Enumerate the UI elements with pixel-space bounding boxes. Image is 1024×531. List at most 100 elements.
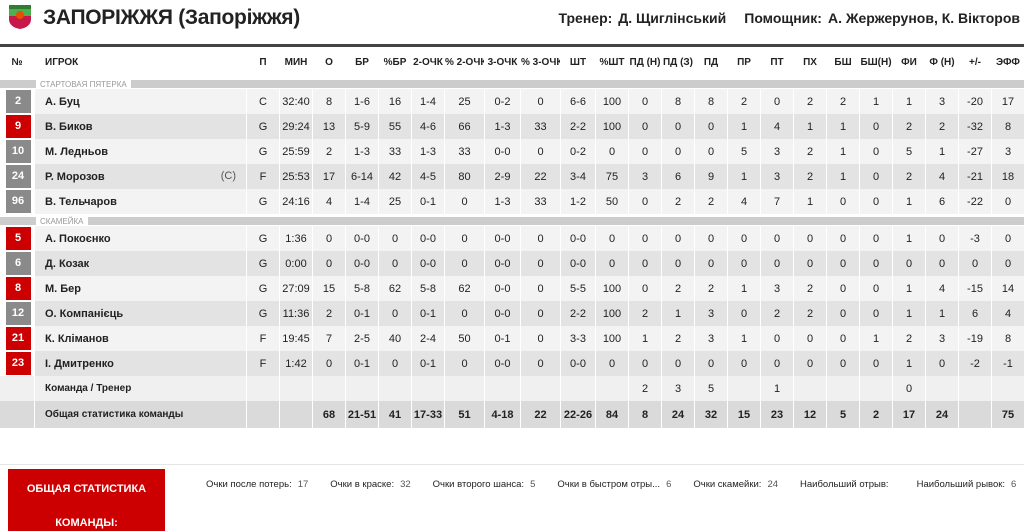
column-header[interactable]: +/- <box>959 47 992 77</box>
stat-cell: 24 <box>662 401 695 428</box>
player-row[interactable]: 21 К. Кліманов F 19:45 7 2-5 40 2-4 50 0-1 0 3-3 100… <box>0 326 1024 351</box>
stat-cell: 4 <box>992 301 1024 326</box>
jersey-number-badge: 8 <box>5 277 31 300</box>
stat-cell <box>561 376 596 401</box>
column-header[interactable]: % 3-ОЧК <box>521 47 561 77</box>
player-row[interactable]: 10 М. Ледньов G 25:59 2 1-3 33 1-3 33 0-0 0 0-2 0 0 0 0… <box>0 139 1024 164</box>
stat-cell: 0 <box>596 251 629 276</box>
stat-cell: 2 <box>893 114 926 139</box>
player-name-link[interactable]: М. Ледньов <box>45 145 108 158</box>
stat-cell: 2 <box>860 401 893 428</box>
column-header[interactable]: ПД (Н) <box>629 47 662 77</box>
stat-cell: 0-1 <box>485 326 521 351</box>
stat-cell: 0 <box>379 251 412 276</box>
player-name-link[interactable]: М. Бер <box>45 282 82 295</box>
stat-cell: 8 <box>992 114 1024 139</box>
column-header[interactable]: ПД <box>695 47 728 77</box>
player-row[interactable]: 5 А. Покоєнко G 1:36 0 0-0 0 0-0 0 0-0 0 0-0 0 0 0 0 0 0 0… <box>0 226 1024 251</box>
stat-cell: -1 <box>992 351 1024 376</box>
column-header[interactable]: %БР <box>379 47 412 77</box>
summary-stat-label: Очки в быстром отры... <box>557 479 661 490</box>
stat-cell: 1-3 <box>346 139 379 164</box>
box-score-table: № ИГРОК П МИН О БР %БР 2-ОЧК% 2-ОЧК 3-ОЧК% 3-ОЧК… <box>0 44 1024 428</box>
column-header[interactable]: 3-ОЧК <box>485 47 521 77</box>
player-row[interactable]: 23 І. Дмитренко F 1:42 0 0-1 0 0-1 0 0-0 0 0-0 0 0 0 0 0… <box>0 351 1024 376</box>
stat-cell <box>521 376 561 401</box>
stat-cell: 2 <box>893 164 926 189</box>
player-name-link[interactable]: Р. Морозов <box>45 170 105 183</box>
column-header[interactable]: БШ <box>827 47 860 77</box>
row-label: Команда / Тренер <box>35 376 247 401</box>
player-name-link[interactable]: Д. Козак <box>45 257 90 270</box>
stat-cell: -22 <box>959 189 992 214</box>
stat-cell: 1 <box>794 189 827 214</box>
stat-cell: 100 <box>596 89 629 114</box>
column-header[interactable]: МИН <box>280 47 313 77</box>
stat-cell: 0-0 <box>346 226 379 251</box>
column-header[interactable]: ШТ <box>561 47 596 77</box>
player-row[interactable]: 12 О. Компанієць G 11:36 2 0-1 0 0-1 0 0-0 0 2-2 100… <box>0 301 1024 326</box>
stat-cell: 8 <box>992 326 1024 351</box>
stat-cell: 25:53 <box>280 164 313 189</box>
column-header[interactable]: 2-ОЧК <box>412 47 445 77</box>
column-header[interactable]: ПД (З) <box>662 47 695 77</box>
stat-cell <box>728 376 761 401</box>
column-header[interactable]: О <box>313 47 346 77</box>
summary-stat-value: 6 <box>666 479 672 490</box>
stat-cell <box>280 401 313 428</box>
player-name-link[interactable]: К. Кліманов <box>45 332 109 345</box>
column-header[interactable]: ПХ <box>794 47 827 77</box>
stat-cell: G <box>247 301 280 326</box>
player-row[interactable]: 96 В. Тельчаров G 24:16 4 1-4 25 0-1 0 1-3 33 1-2 50… <box>0 189 1024 214</box>
column-header[interactable]: ИГРОК <box>35 47 247 77</box>
stat-cell: 5 <box>728 139 761 164</box>
player-name-link[interactable]: В. Биков <box>45 120 93 133</box>
stat-cell: 0 <box>521 251 561 276</box>
column-header[interactable]: ПР <box>728 47 761 77</box>
player-row[interactable]: 24 Р. Морозов (C) F 25:53 17 6-14 42 4-5 80 2-9 22 3… <box>0 164 1024 189</box>
stat-cell: 13 <box>313 114 346 139</box>
column-header[interactable]: ПТ <box>761 47 794 77</box>
column-header[interactable]: № <box>0 47 35 77</box>
column-header[interactable]: БР <box>346 47 379 77</box>
column-header[interactable]: % 2-ОЧК <box>445 47 485 77</box>
column-header[interactable]: ЭФФ <box>992 47 1024 77</box>
stat-cell: 9 <box>695 164 728 189</box>
player-row[interactable]: 2 А. Буц C 32:40 8 1-6 16 1-4 25 0-2 0 6-6 100 0 8 8 2 0 2… <box>0 89 1024 114</box>
player-name-link[interactable]: А. Покоєнко <box>45 232 111 245</box>
player-name-link[interactable]: І. Дмитренко <box>45 357 114 370</box>
stat-cell: 1 <box>629 326 662 351</box>
summary-stat-item: Наибольший отрыв: <box>800 479 895 490</box>
column-header[interactable]: Ф (Н) <box>926 47 959 77</box>
stat-cell: G <box>247 189 280 214</box>
stat-cell: 0-0 <box>485 276 521 301</box>
stat-cell: G <box>247 251 280 276</box>
stat-cell: 2 <box>662 276 695 301</box>
player-row[interactable]: 6 Д. Козак G 0:00 0 0-0 0 0-0 0 0-0 0 0-0 0 0 0 0 0 0 0 0 0 0… <box>0 251 1024 276</box>
stat-cell: 14 <box>992 276 1024 301</box>
stat-cell: F <box>247 326 280 351</box>
stat-cell: 8 <box>629 401 662 428</box>
stat-cell: 0 <box>445 351 485 376</box>
player-name-link[interactable]: О. Компанієць <box>45 307 124 320</box>
player-name-link[interactable]: А. Буц <box>45 95 80 108</box>
column-header[interactable]: ФИ <box>893 47 926 77</box>
player-row[interactable]: 9 В. Биков G 29:24 13 5-9 55 4-6 66 1-3 33 2-2 100 0 0… <box>0 114 1024 139</box>
stat-cell: 0 <box>629 114 662 139</box>
team-total-row: Общая статистика команды 68 21-51 41 17-33 51… <box>0 401 1024 428</box>
player-row[interactable]: 8 М. Бер G 27:09 15 5-8 62 5-8 62 0-0 0 5-5 100 0 2 2 1 3… <box>0 276 1024 301</box>
stat-cell: 50 <box>596 189 629 214</box>
stat-cell: 100 <box>596 301 629 326</box>
stat-cell: 8 <box>662 89 695 114</box>
stat-cell: 33 <box>445 139 485 164</box>
stat-cell: 0 <box>728 251 761 276</box>
column-header[interactable]: %ШТ <box>596 47 629 77</box>
player-name-link[interactable]: В. Тельчаров <box>45 195 117 208</box>
stat-cell: 41 <box>379 401 412 428</box>
stat-cell: 15 <box>728 401 761 428</box>
column-header[interactable]: БШ(Н) <box>860 47 893 77</box>
stat-cell: 17 <box>313 164 346 189</box>
summary-stat-label: Очки в краске: <box>330 479 395 490</box>
column-header[interactable]: П <box>247 47 280 77</box>
stat-cell <box>860 376 893 401</box>
